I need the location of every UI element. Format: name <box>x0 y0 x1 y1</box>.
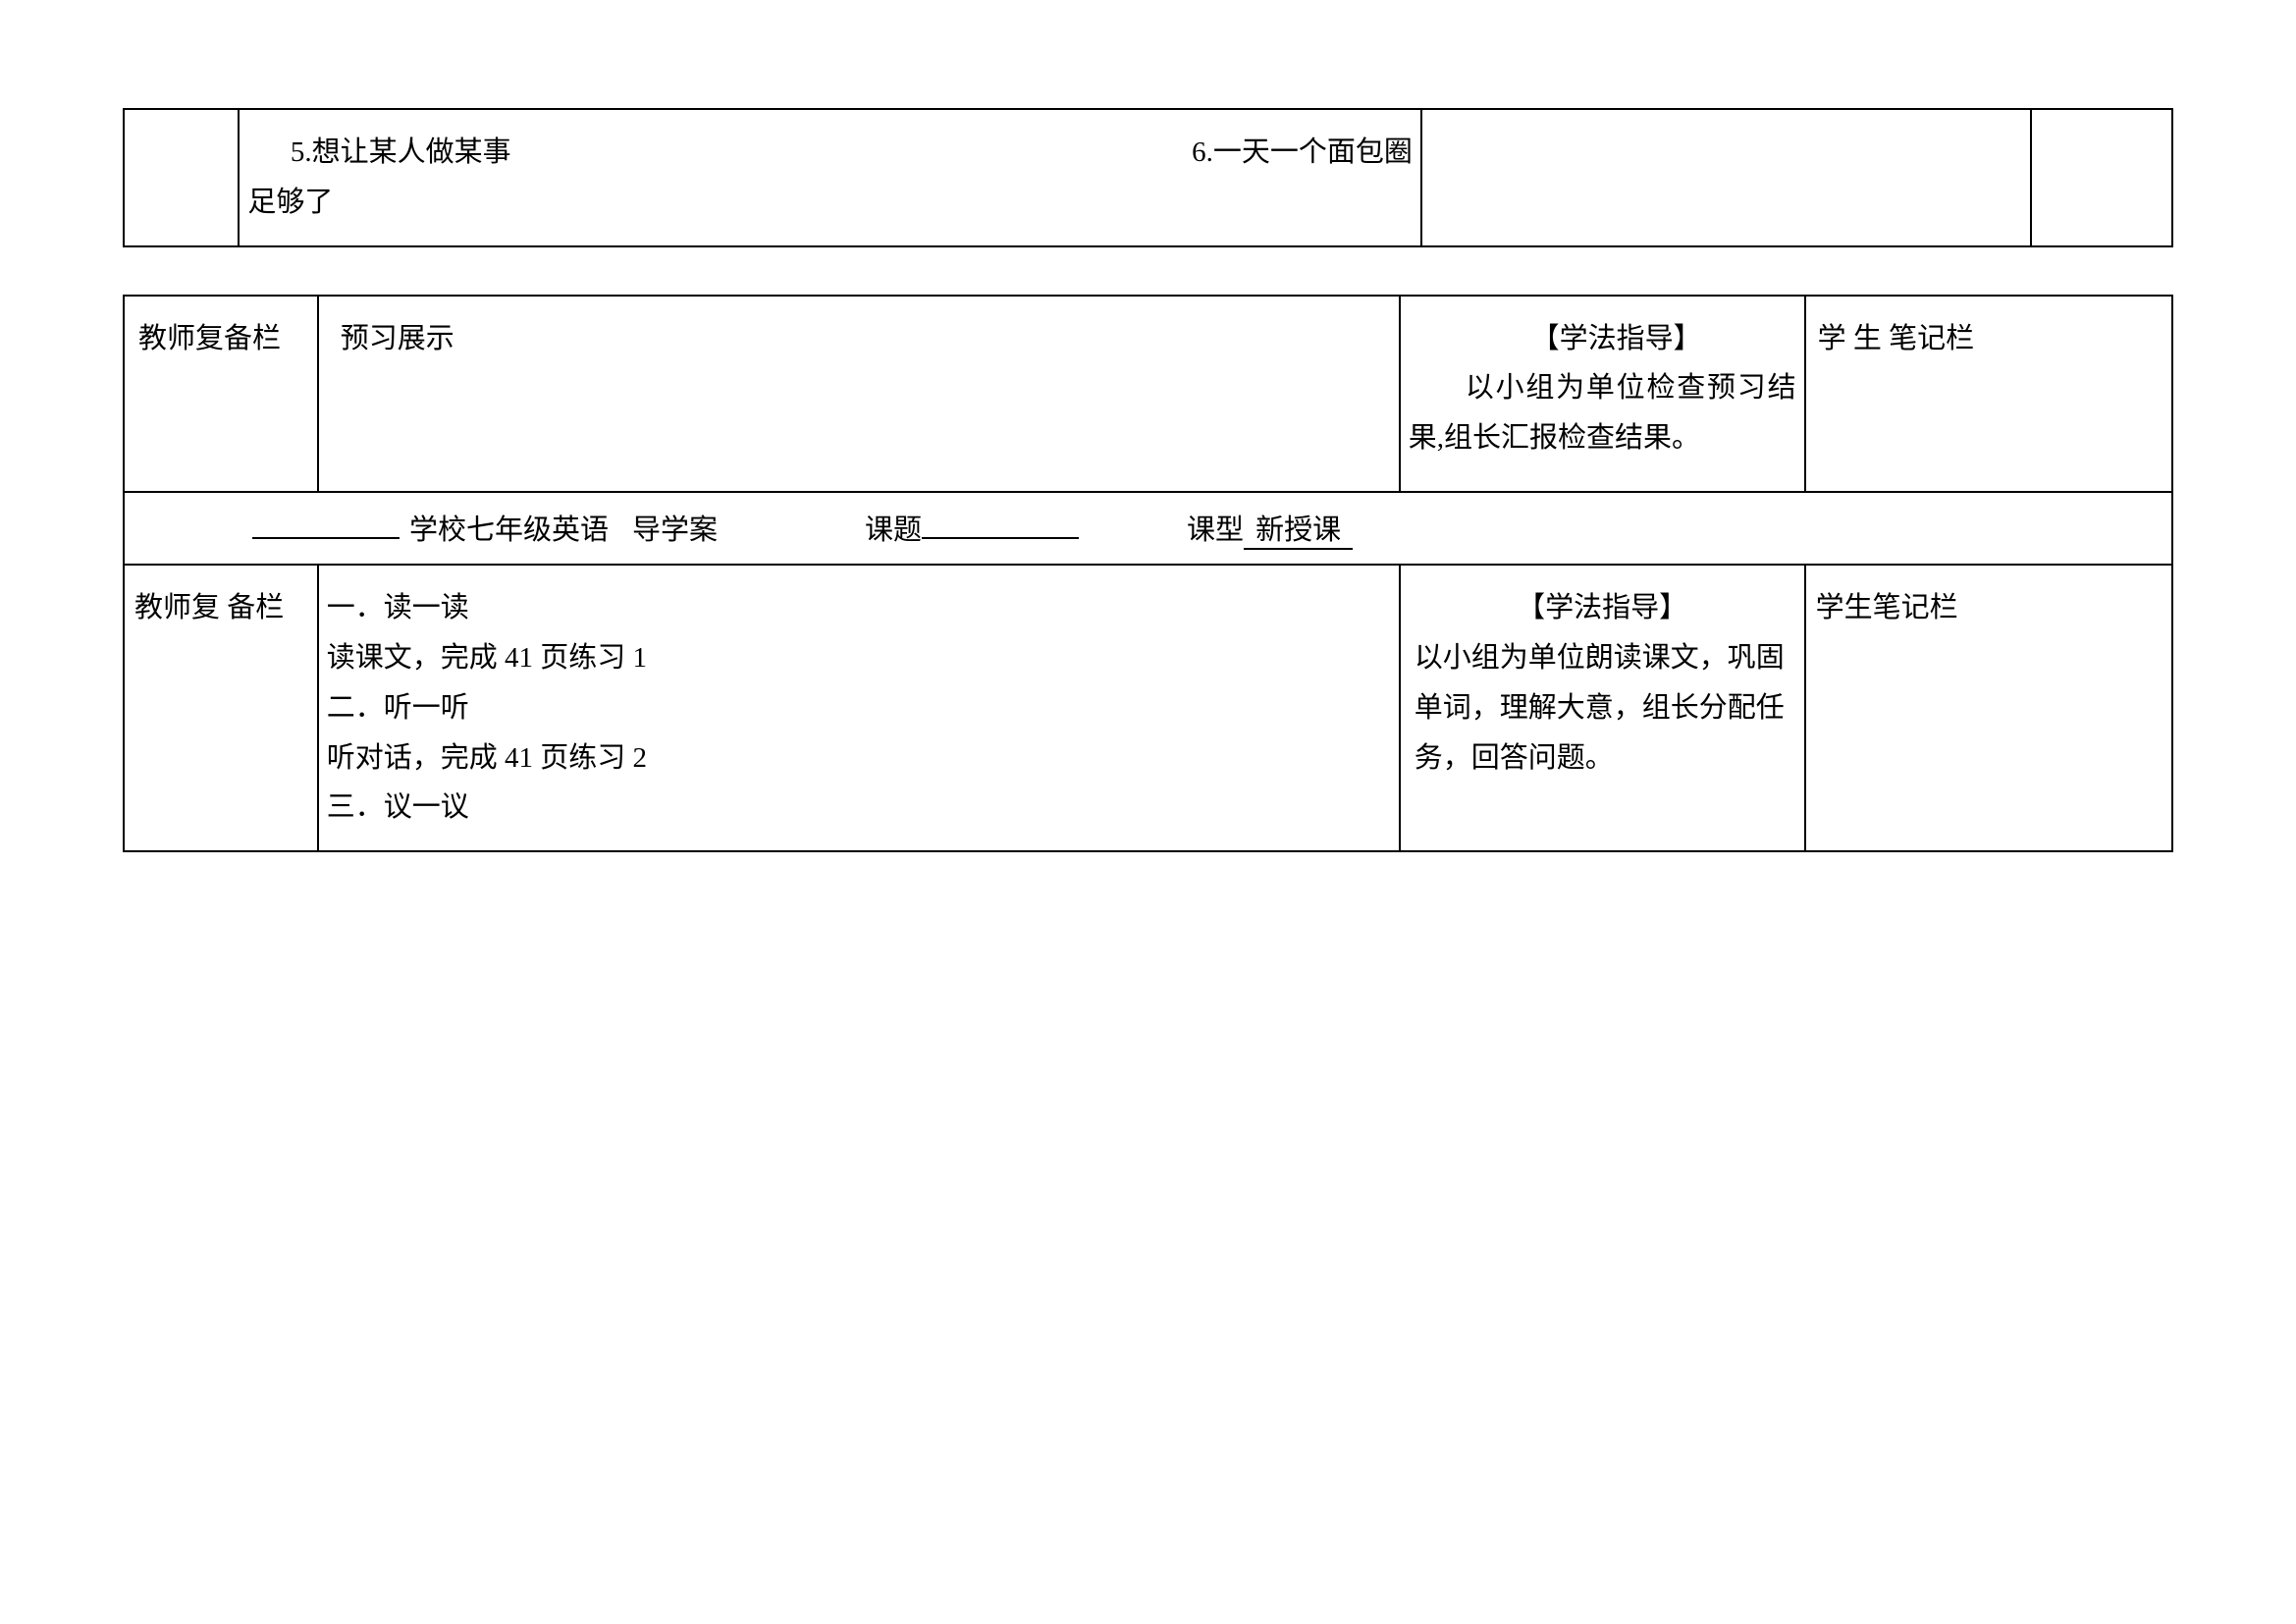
t2a-col4-text: 学 生 笔记栏 <box>1806 297 2171 382</box>
t2c-l3: 二．听一听 <box>327 683 1391 733</box>
t2c-col1-text: 教师复 备栏 <box>125 566 317 651</box>
table-top: 5.想让某人做某事 6.一天一个面包圈 足够了 <box>123 108 2173 247</box>
t1-col3-text <box>1422 110 2030 145</box>
t1-line1a: 5.想让某人做某事 <box>247 128 510 178</box>
school-blank <box>252 508 400 539</box>
table-row: 教师复备栏 预习展示 【学法指导】 以小组为单位检查预习结果,组长汇报检查结果。… <box>124 296 2172 493</box>
topic-blank <box>922 508 1079 539</box>
t1-col2-text: 5.想让某人做某事 6.一天一个面包圈 足够了 <box>240 110 1419 245</box>
t2a-col3-title: 【学法指导】 <box>1409 314 1796 364</box>
t2c-col3-title: 【学法指导】 <box>1409 583 1796 633</box>
t2c-col3: 【学法指导】 以小组为单位朗读课文，巩固单词，理解大意，组长分配任务，回答问题。 <box>1400 565 1805 851</box>
t2a-col3-body: 以小组为单位检查预习结果,组长汇报检查结果。 <box>1409 363 1796 463</box>
t1-col4-text <box>2032 110 2171 145</box>
t1-col4 <box>2031 109 2172 246</box>
t2c-col3-block: 【学法指导】 以小组为单位朗读课文，巩固单词，理解大意，组长分配任务，回答问题。 <box>1401 566 1804 800</box>
t2a-col3-block: 【学法指导】 以小组为单位检查预习结果,组长汇报检查结果。 <box>1401 297 1804 481</box>
type-label: 课型 <box>1187 507 1244 548</box>
t2c-l4: 听对话，完成 41 页练习 2 <box>327 733 1391 784</box>
table-row: 学校七年级英语 导学案 课题 课型 新授课 <box>124 492 2172 565</box>
t1-col1 <box>124 109 239 246</box>
t2c-col3-body: 以小组为单位朗读课文，巩固单词，理解大意，组长分配任务，回答问题。 <box>1409 633 1796 783</box>
school-suffix: 学校七年级英语 <box>409 507 609 548</box>
t2a-col2-text: 预习展示 <box>319 297 1399 382</box>
t1-col2: 5.想让某人做某事 6.一天一个面包圈 足够了 <box>239 109 1420 246</box>
t2c-col2: 一．读一读 读课文，完成 41 页练习 1 二．听一听 听对话，完成 41 页练… <box>318 565 1400 851</box>
topic-label: 课题 <box>865 507 922 548</box>
t2-header-content: 学校七年级英语 导学案 课题 课型 新授课 <box>125 493 2171 564</box>
t2c-l2: 读课文，完成 41 页练习 1 <box>327 633 1391 683</box>
t2c-l1: 一．读一读 <box>327 583 1391 633</box>
t2c-col4: 学生笔记栏 <box>1805 565 2172 851</box>
t2c-l5: 三．议一议 <box>327 783 1391 833</box>
table-row: 5.想让某人做某事 6.一天一个面包圈 足够了 <box>124 109 2172 246</box>
t2a-col3: 【学法指导】 以小组为单位检查预习结果,组长汇报检查结果。 <box>1400 296 1805 493</box>
t2c-col2-block: 一．读一读 读课文，完成 41 页练习 1 二．听一听 听对话，完成 41 页练… <box>319 566 1399 850</box>
t2c-col4-text: 学生笔记栏 <box>1806 566 2171 651</box>
page-container: 5.想让某人做某事 6.一天一个面包圈 足够了 教师复备栏 预习展示 <box>0 0 2296 852</box>
table-row: 教师复 备栏 一．读一读 读课文，完成 41 页练习 1 二．听一听 听对话，完… <box>124 565 2172 851</box>
t2c-col1: 教师复 备栏 <box>124 565 318 851</box>
t2a-col2: 预习展示 <box>318 296 1400 493</box>
t1-col3 <box>1421 109 2031 246</box>
t2a-col4: 学 生 笔记栏 <box>1805 296 2172 493</box>
t1-line2: 足够了 <box>247 178 1412 228</box>
table-main: 教师复备栏 预习展示 【学法指导】 以小组为单位检查预习结果,组长汇报检查结果。… <box>123 295 2173 853</box>
guide-label: 导学案 <box>632 507 718 548</box>
type-value: 新授课 <box>1244 507 1353 550</box>
t2c-col3-body-text: 以小组为单位朗读课文，巩固单词，理解大意，组长分配任务，回答问题。 <box>1415 633 1790 783</box>
t1-col1-text <box>125 110 238 145</box>
t2a-col1: 教师复备栏 <box>124 296 318 493</box>
t2a-col1-text: 教师复备栏 <box>125 297 317 492</box>
t2-header-cell: 学校七年级英语 导学案 课题 课型 新授课 <box>124 492 2172 565</box>
t1-line1b: 6.一天一个面包圈 <box>1192 128 1413 178</box>
